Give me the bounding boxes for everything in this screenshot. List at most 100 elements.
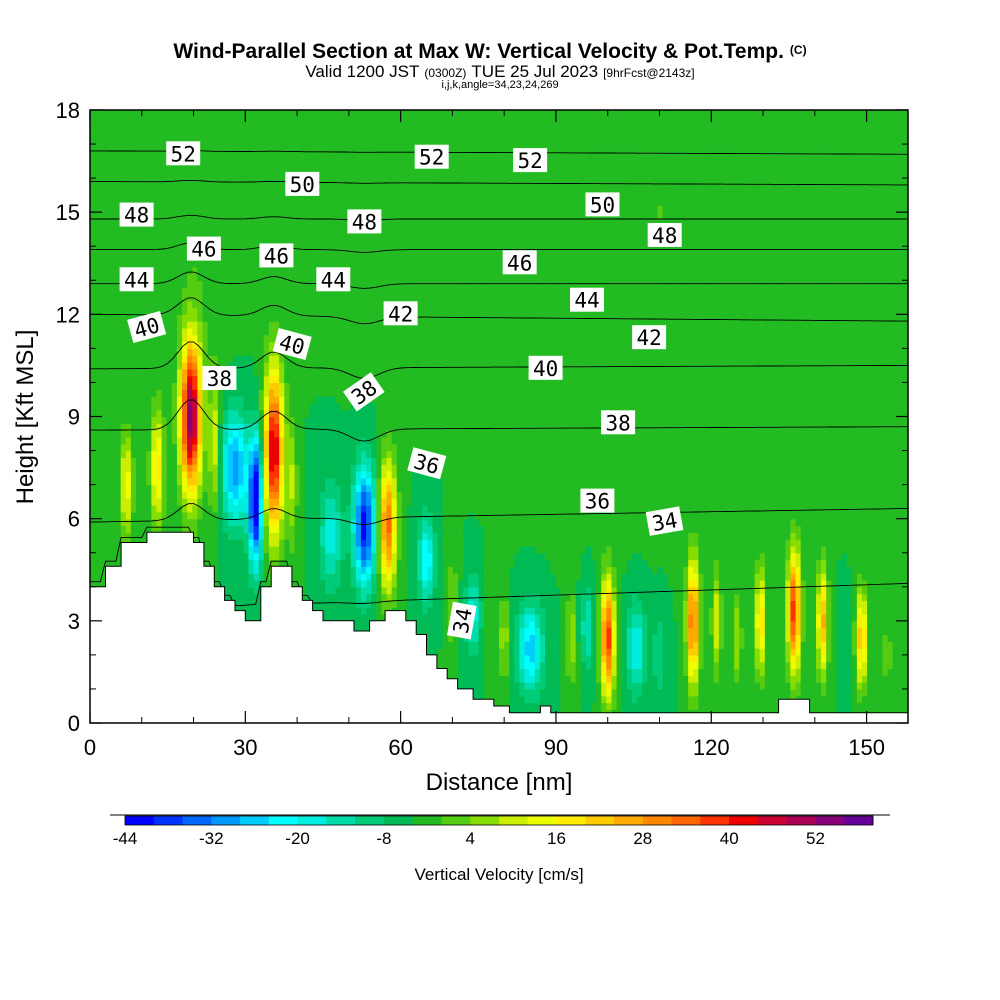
velocity-cell (238, 566, 244, 574)
velocity-cell (182, 518, 188, 527)
velocity-cell (514, 675, 521, 683)
velocity-cell (463, 668, 469, 676)
velocity-cell (693, 573, 699, 581)
velocity-cell (734, 586, 740, 595)
velocity-cell (529, 573, 536, 581)
velocity-cell (616, 566, 623, 574)
velocity-cell (468, 661, 475, 670)
velocity-cell (417, 586, 423, 595)
velocity-cell (841, 661, 848, 670)
velocity-cell (258, 545, 265, 554)
velocity-cell (412, 552, 418, 561)
velocity-cell (499, 532, 505, 540)
velocity-cell (723, 579, 730, 588)
velocity-cell (775, 511, 781, 520)
velocity-cell (499, 545, 505, 554)
velocity-cell (677, 552, 684, 561)
velocity-cell (815, 675, 822, 683)
velocity-cell (677, 688, 684, 697)
velocity-cell (846, 702, 853, 710)
velocity-cell (371, 573, 377, 581)
velocity-cell (861, 566, 868, 574)
velocity-cell (565, 648, 572, 656)
velocity-cell (504, 614, 510, 622)
velocity-cell (877, 532, 884, 540)
velocity-cell (611, 688, 618, 697)
velocity-cell (739, 634, 745, 642)
velocity-cell (877, 545, 884, 554)
velocity-cell (545, 607, 551, 615)
velocity-cell (432, 627, 439, 636)
velocity-cell (769, 532, 776, 540)
velocity-cell (463, 559, 469, 567)
velocity-cell (867, 593, 873, 601)
velocity-cell (463, 539, 469, 547)
velocity-cell (872, 607, 878, 615)
velocity-cell (263, 566, 270, 574)
velocity-cell (493, 620, 500, 629)
velocity-cell (821, 627, 827, 636)
velocity-cell (826, 607, 832, 615)
velocity-cell (222, 545, 229, 554)
velocity-cell (580, 586, 587, 595)
velocity-cell (657, 641, 664, 649)
velocity-cell (810, 688, 817, 697)
velocity-cell (647, 675, 653, 683)
velocity-cell (872, 600, 878, 608)
velocity-cell (810, 586, 817, 595)
velocity-cell (821, 559, 827, 567)
velocity-cell (877, 600, 884, 608)
velocity-cell (667, 695, 674, 704)
velocity-cell (631, 668, 638, 676)
velocity-cell (800, 559, 807, 567)
velocity-cell (519, 634, 526, 642)
velocity-cell (759, 511, 766, 520)
velocity-cell (565, 545, 572, 554)
velocity-cell (790, 511, 797, 520)
velocity-cell (841, 559, 848, 567)
velocity-cell (836, 654, 843, 663)
velocity-cell (744, 532, 751, 540)
velocity-cell (775, 661, 781, 670)
velocity-cell (488, 614, 495, 622)
velocity-cell (580, 614, 587, 622)
velocity-cell (452, 545, 459, 554)
velocity-cell (95, 545, 101, 554)
velocity-cell (810, 661, 817, 670)
velocity-cell (815, 641, 822, 649)
velocity-cell (350, 600, 357, 608)
velocity-cell (759, 695, 766, 704)
velocity-cell (902, 661, 908, 670)
velocity-cell (120, 525, 127, 533)
velocity-cell (621, 573, 628, 581)
velocity-cell (892, 566, 899, 574)
velocity-cell (570, 634, 577, 642)
velocity-cell (744, 614, 751, 622)
velocity-cell (279, 545, 285, 554)
velocity-cell (432, 559, 439, 567)
velocity-cell (872, 661, 878, 670)
velocity-cell (468, 654, 475, 663)
velocity-cell (867, 648, 873, 656)
velocity-cell (325, 593, 331, 601)
velocity-cell (764, 579, 771, 588)
velocity-cell (642, 586, 648, 595)
velocity-cell (851, 532, 858, 540)
velocity-cell (314, 566, 321, 574)
velocity-cell (233, 586, 239, 595)
velocity-cell (105, 505, 112, 513)
velocity-cell (381, 586, 388, 595)
velocity-cell (621, 702, 628, 710)
velocity-cell (759, 552, 766, 561)
velocity-cell (826, 648, 832, 656)
velocity-cell (565, 668, 572, 676)
velocity-cell (452, 654, 459, 663)
velocity-cell (662, 559, 669, 567)
velocity-cell (340, 607, 347, 615)
velocity-cell (504, 688, 510, 697)
velocity-cell (289, 559, 296, 567)
velocity-cell (877, 620, 884, 629)
velocity-cell (902, 614, 908, 622)
velocity-cell (872, 593, 878, 601)
velocity-cell (877, 627, 884, 636)
